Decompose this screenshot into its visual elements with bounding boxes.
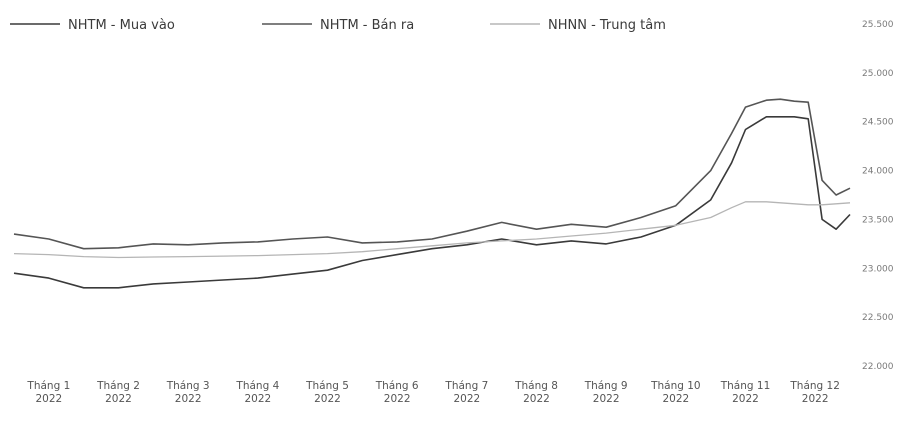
plot-area: [13, 98, 851, 289]
x-axis: Tháng 1 2022 Tháng 2 2022 Tháng 3 2022 Tháng 4…: [26, 380, 840, 405]
y-axis: 25.500 25.000 24.500 24.000 23.500 23.000 22.5…: [862, 20, 894, 372]
x-tick-label: Tháng 9 2022: [584, 380, 628, 405]
series-line-sell: [13, 98, 851, 250]
y-tick-label: 22.000: [862, 362, 894, 372]
x-tick-label: Tháng 3 2022: [166, 380, 210, 405]
x-tick-label: Tháng 2 2022: [96, 380, 140, 405]
x-tick-label: Tháng 11 2022: [720, 380, 771, 405]
y-tick-label: 23.500: [862, 215, 894, 225]
series-line-central: [13, 201, 851, 259]
y-tick-label: 23.000: [862, 264, 894, 274]
x-tick-label: Tháng 10 2022: [650, 380, 701, 405]
y-tick-label: 25.500: [862, 20, 894, 30]
x-tick-label: Tháng 12 2022: [789, 380, 840, 405]
legend-label-buy: NHTM - Mua vào: [68, 18, 175, 33]
series-line-buy: [13, 116, 851, 289]
y-tick-label: 25.000: [862, 69, 894, 79]
legend-label-sell: NHTM - Bán ra: [320, 18, 414, 33]
x-tick-label: Tháng 6 2022: [375, 380, 419, 405]
x-tick-label: Tháng 1 2022: [26, 380, 70, 405]
y-tick-label: 24.000: [862, 167, 894, 177]
x-tick-label: Tháng 4 2022: [235, 380, 279, 405]
x-tick-label: Tháng 8 2022: [514, 380, 558, 405]
y-tick-label: 22.500: [862, 313, 894, 323]
x-tick-label: Tháng 5 2022: [305, 380, 349, 405]
x-tick-label: Tháng 7 2022: [444, 380, 488, 405]
y-tick-label: 24.500: [862, 118, 894, 128]
legend-label-central: NHNN - Trung tâm: [548, 18, 666, 33]
legend: NHTM - Mua vào NHTM - Bán ra NHNN - Trun…: [10, 18, 666, 33]
